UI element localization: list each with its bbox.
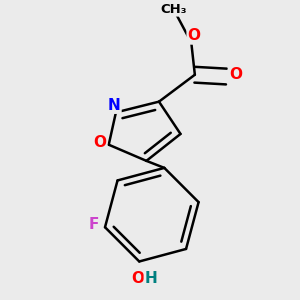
Text: O: O (229, 67, 242, 82)
Text: CH₃: CH₃ (161, 3, 187, 16)
Text: O: O (93, 135, 106, 150)
Text: F: F (88, 217, 99, 232)
Text: O: O (188, 28, 201, 44)
Text: N: N (108, 98, 121, 113)
Text: H: H (144, 271, 157, 286)
Text: O: O (131, 271, 144, 286)
